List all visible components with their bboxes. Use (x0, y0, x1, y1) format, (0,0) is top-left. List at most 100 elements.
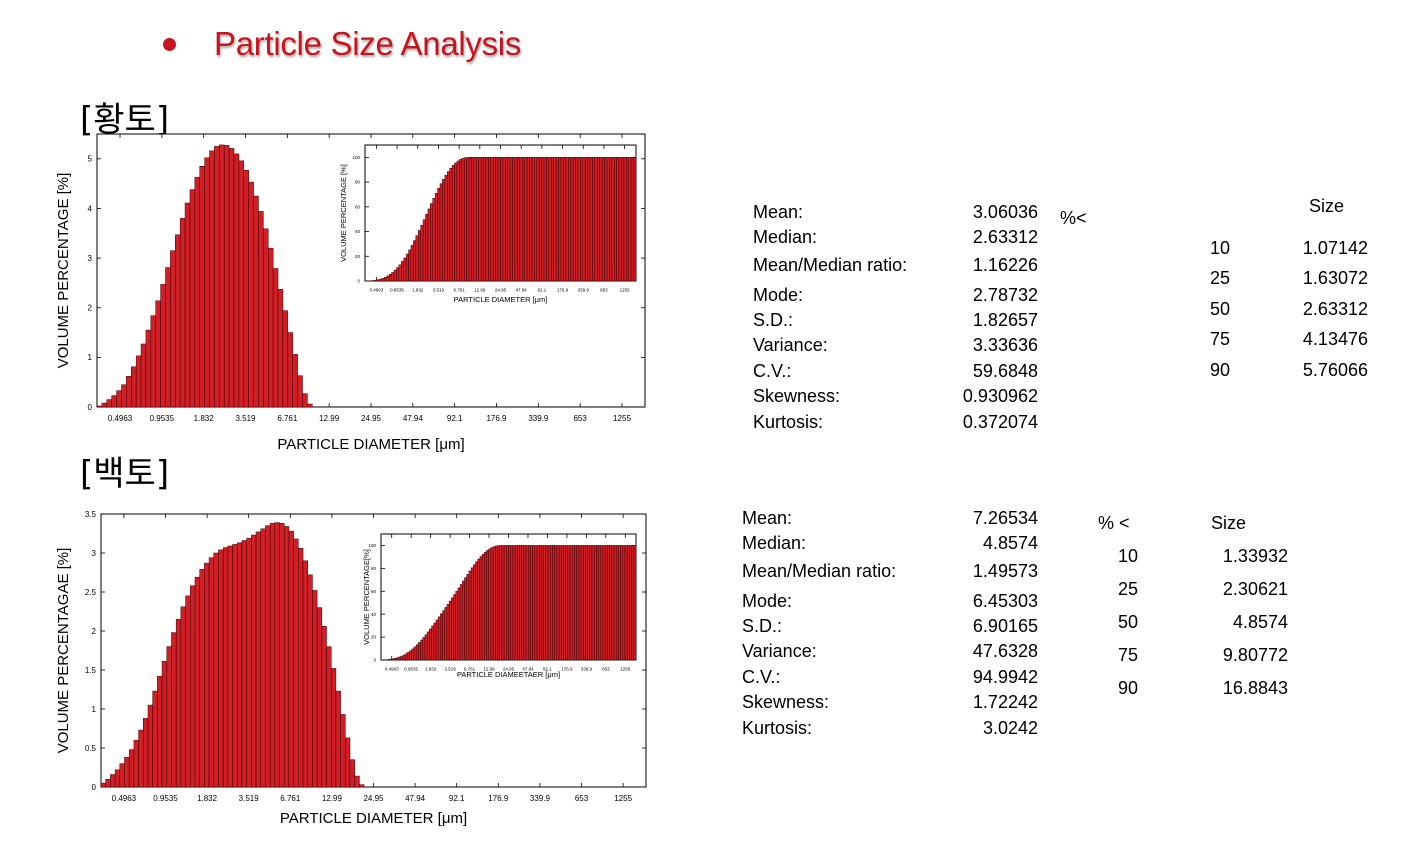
inset-bar (611, 545, 615, 661)
inset-bar (594, 157, 598, 282)
stat-name: Median: (742, 533, 807, 553)
inset-bar (415, 235, 419, 282)
inset-bar (473, 157, 477, 282)
stat-value: 3.33636 (972, 335, 1038, 355)
inset-bar (503, 545, 507, 661)
inset-x-tick-label: 12.99 (474, 288, 486, 293)
bar (208, 557, 215, 788)
inset-bar (519, 157, 523, 282)
inset-bar (464, 577, 467, 661)
inset-bar (468, 570, 472, 661)
inset-bar (388, 274, 392, 282)
inset-bar (522, 157, 525, 282)
inset-x-axis-label: PARTICLE DIAMEETAER [μm] (457, 670, 560, 679)
bar (147, 704, 153, 788)
stat-name: Mode: (753, 285, 804, 305)
inset-bar (565, 545, 569, 661)
bar (150, 315, 156, 408)
inset-bar (633, 545, 637, 661)
inset-bar (393, 269, 397, 282)
inset-bar (529, 157, 533, 282)
stat-value: 1.16226 (972, 255, 1038, 275)
y-tick-label: 1.5 (85, 666, 97, 675)
inset-chart: 0 20 40 60 80 100 0.4963 0.9535 1.832 3.519 6.761 1… (339, 144, 637, 304)
size-value: 1.07142 (1302, 238, 1368, 258)
bar (228, 148, 235, 408)
inset-bar (466, 574, 470, 661)
bar (106, 399, 112, 408)
percentile-value: 75 (1118, 645, 1139, 665)
inset-bar (415, 644, 419, 661)
inset-bar (572, 157, 576, 282)
stat-value: 6.90165 (972, 616, 1038, 636)
x-tick-label: 12.99 (322, 794, 343, 803)
inset-bar (563, 545, 566, 661)
bar (152, 690, 158, 788)
inset-bar (456, 160, 460, 282)
inset-bar (512, 157, 516, 282)
bar (282, 310, 289, 408)
inset-bar (471, 157, 475, 282)
y-tick-label: 2.5 (85, 588, 97, 597)
inset-bar (466, 157, 470, 282)
stat-row: Mode: (753, 285, 803, 306)
bar (302, 560, 308, 788)
inset-y-tick-label: 100 (368, 543, 376, 548)
x-tick-label: 47.94 (403, 414, 424, 423)
inset-y-tick-label: 0 (373, 658, 376, 663)
stat-row: Mean/Median ratio: (753, 255, 907, 276)
bar (297, 375, 303, 408)
inset-bar (433, 622, 437, 661)
stat-name: C.V.: (753, 361, 792, 381)
inset-bar (615, 545, 619, 661)
x-tick-label: 24.95 (363, 794, 384, 803)
inset-y-tick-label: 80 (355, 180, 361, 185)
inset-bar (630, 157, 634, 282)
inset-bar (413, 240, 417, 282)
bar (232, 544, 238, 788)
bar (131, 366, 137, 408)
inset-bar (488, 548, 492, 661)
inset-bar (470, 567, 474, 661)
bar (223, 145, 230, 408)
stat-value: 1.82657 (972, 310, 1038, 330)
inset-bar (508, 545, 511, 661)
sample-label-hwangto: [황토] (80, 100, 170, 140)
inset-bar (618, 157, 622, 282)
percentile-value: 75 (1210, 329, 1231, 349)
bar (238, 160, 245, 408)
stat-value: 7.26534 (972, 508, 1038, 528)
bar (119, 763, 125, 788)
inset-bar (505, 157, 509, 282)
bar (340, 714, 346, 788)
title-row: Particle Size Analysis (163, 22, 521, 66)
stat-name: Skewness: (742, 692, 830, 712)
x-tick-label: 1.832 (194, 414, 215, 423)
x-tick-label: 3.519 (239, 794, 260, 803)
inset-x-tick-label: 0.9535 (404, 667, 418, 672)
inset-bar (418, 642, 421, 661)
inset-bar (582, 157, 586, 282)
inset-bar (552, 545, 555, 661)
inset-bar (386, 275, 390, 282)
x-tick-label: 1255 (613, 414, 631, 423)
inset-x-tick-label: 47.94 (522, 667, 534, 672)
stat-row: Mean: (742, 508, 792, 529)
inset-bar (601, 157, 605, 282)
inset-bar (546, 157, 550, 282)
inset-bar (411, 648, 415, 661)
size-header: Size (1309, 196, 1345, 216)
bar (135, 355, 142, 408)
bar (233, 153, 240, 408)
bar (189, 189, 196, 408)
inset-bar (376, 279, 380, 282)
inset-bar (468, 157, 472, 282)
percentile-value: 25 (1118, 579, 1139, 599)
inset-bar (448, 600, 452, 661)
stat-name: Mode: (742, 591, 793, 611)
stat-value: 1.72242 (972, 692, 1038, 712)
stat-row: Median: (753, 227, 817, 248)
inset-bar (589, 157, 593, 282)
inset-bar (592, 157, 596, 282)
bar (96, 405, 103, 408)
